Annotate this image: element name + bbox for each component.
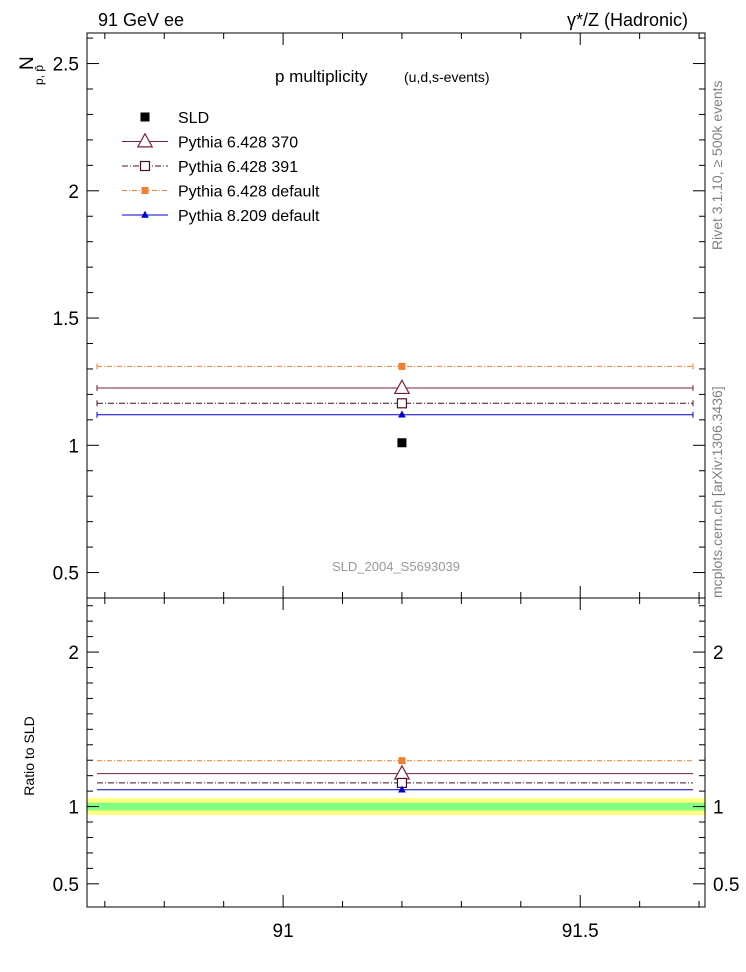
- legend-label-2: Pythia 6.428 391: [178, 159, 298, 176]
- ratio-marker-3: [398, 785, 406, 793]
- mcplots-label: mcplots.cern.ch [arXiv:1306.3436]: [709, 386, 725, 598]
- main-panel: 0.5 1 1.5 2 2.5: [53, 32, 706, 599]
- ratio-marker-0: [393, 764, 411, 780]
- y-tick-label: 2: [68, 182, 79, 203]
- data-point-sld: [397, 438, 407, 448]
- ratio-y-tick-label-right: 1: [713, 798, 724, 819]
- legend-marker-2: [139, 160, 151, 172]
- header-right: γ*/Z (Hadronic): [567, 10, 688, 30]
- legend-marker-0: [140, 112, 150, 122]
- series-marker-2: [398, 362, 406, 370]
- header-left: 91 GeV ee: [98, 10, 184, 30]
- ratio-y-tick-label-right: 0.5: [713, 875, 739, 896]
- ratio-plot-frame: [86, 597, 706, 908]
- y-label-sub: p, p̄: [32, 65, 46, 85]
- series-marker-3: [398, 410, 406, 418]
- rivet-label: Rivet 3.1.10, ≥ 500k events: [709, 80, 725, 250]
- y-tick-label: 0.5: [53, 564, 79, 585]
- legend-label-3: Pythia 6.428 default: [178, 184, 320, 201]
- ratio-y-tick-label-right: 2: [713, 643, 724, 664]
- ratio-y-tick-label: 1: [68, 798, 79, 819]
- legend-marker-4: [141, 210, 149, 218]
- series-marker-0: [393, 378, 411, 395]
- ratio-y-axis-label: Ratio to SLD: [21, 716, 37, 795]
- main-y-axis-label: N p, p̄: [17, 56, 46, 85]
- y-tick-label: 1: [68, 436, 79, 457]
- legend-label-0: SLD: [178, 110, 209, 127]
- legend-marker-1: [136, 132, 154, 148]
- legend-marker-3: [141, 187, 149, 194]
- legend-label-1: Pythia 6.428 370: [178, 135, 298, 152]
- y-label-main: N: [17, 56, 38, 70]
- ratio-marker-2: [398, 757, 406, 765]
- y-tick-label: 1.5: [53, 309, 79, 330]
- x-tick-label: 91: [273, 921, 294, 942]
- chart-title: p multiplicity: [275, 67, 368, 86]
- y-tick-label: 2.5: [53, 55, 79, 76]
- legend: SLD Pythia 6.428 370 Pythia 6.428 391 Pythi…: [122, 110, 320, 225]
- ratio-panel: 91 91.5 0.5 0.5 1 1 2 2: [53, 597, 739, 942]
- chart-subtitle: (u,d,s-events): [404, 69, 490, 85]
- series-marker-1: [396, 398, 408, 409]
- analysis-watermark: SLD_2004_S5693039: [332, 559, 460, 574]
- ratio-y-tick-label: 0.5: [53, 875, 79, 896]
- legend-label-4: Pythia 8.209 default: [178, 208, 320, 225]
- ratio-uncertainty-band-1: [87, 802, 705, 811]
- x-tick-label: 91.5: [562, 921, 599, 942]
- ratio-y-tick-label: 2: [68, 643, 79, 664]
